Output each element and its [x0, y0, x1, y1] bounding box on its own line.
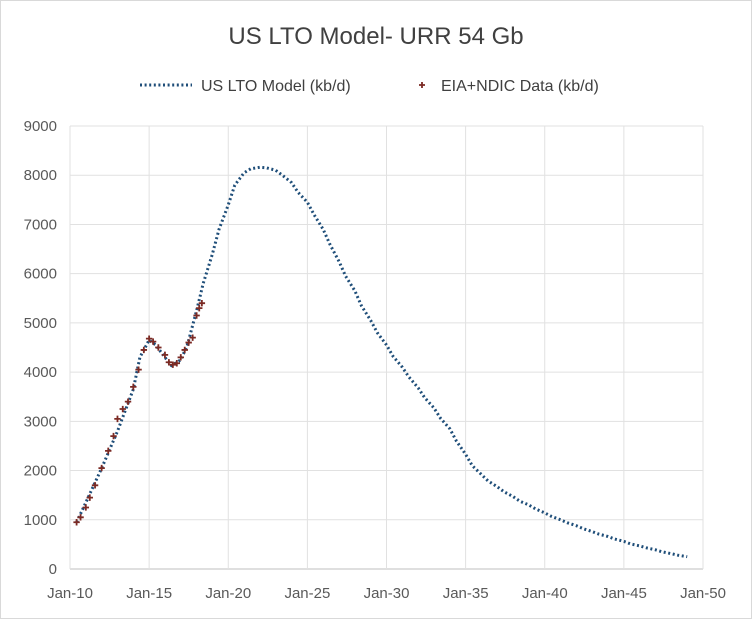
data-point-marker [73, 519, 80, 526]
data-point-marker [105, 447, 112, 455]
x-tick-label: Jan-15 [126, 585, 172, 602]
y-tick-label: 7000 [24, 216, 57, 233]
data-point-marker [193, 312, 200, 319]
data-point-marker [145, 335, 153, 342]
data-point-marker [173, 360, 181, 367]
y-tick-label: 6000 [24, 266, 57, 283]
data-point-marker [149, 338, 157, 345]
y-tick-label: 5000 [24, 315, 57, 332]
model-series-line [75, 165, 688, 559]
x-tick-label: Jan-10 [47, 585, 93, 602]
data-point-marker [124, 398, 132, 405]
y-tick-label: 3000 [24, 413, 57, 430]
chart-title: US LTO Model- URR 54 Gb [228, 23, 523, 50]
data-point-marker [140, 346, 148, 354]
data-point-marker [77, 514, 84, 521]
y-axis-tick-labels: 0 1000 2000 3000 4000 5000 6000 7000 8000 9000 [24, 118, 57, 578]
legend-marker-data [419, 82, 425, 88]
data-point-marker [135, 366, 142, 373]
series-model-line [75, 165, 688, 559]
x-tick-label: Jan-50 [680, 585, 726, 602]
legend-label-model: US LTO Model (kb/d) [201, 78, 351, 95]
data-point-marker [161, 351, 169, 359]
data-point-marker [91, 482, 99, 489]
data-point-marker [169, 361, 177, 368]
y-tick-label: 2000 [24, 463, 57, 480]
data-point-marker [196, 304, 203, 312]
data-point-marker [86, 494, 93, 501]
x-tick-label: Jan-20 [205, 585, 251, 602]
data-point-marker [119, 405, 126, 413]
legend: US LTO Model (kb/d) EIA+NDIC Data (kb/d) [140, 78, 599, 95]
x-tick-label: Jan-30 [364, 585, 410, 602]
data-point-marker [165, 359, 173, 366]
data-point-marker [198, 300, 206, 307]
x-tick-label: Jan-25 [284, 585, 330, 602]
y-tick-label: 1000 [24, 512, 57, 529]
data-point-marker [114, 415, 121, 423]
data-point-marker [110, 432, 117, 440]
legend-label-data: EIA+NDIC Data (kb/d) [441, 78, 599, 95]
x-tick-label: Jan-35 [443, 585, 489, 602]
data-point-marker [181, 346, 188, 354]
gridlines [69, 125, 704, 570]
data-point-marker [82, 504, 90, 511]
y-tick-label: 0 [49, 561, 57, 578]
data-point-marker [189, 334, 196, 341]
series-data-markers [73, 300, 206, 526]
x-axis-tick-labels: Jan-10 Jan-15 Jan-20 Jan-25 Jan-30 Jan-35 Jan-… [47, 585, 726, 602]
data-point-marker [98, 464, 105, 472]
data-point-marker [130, 383, 137, 391]
y-tick-label: 8000 [24, 167, 57, 184]
y-tick-label: 4000 [24, 364, 57, 381]
x-tick-label: Jan-40 [522, 585, 568, 602]
x-tick-label: Jan-45 [601, 585, 647, 602]
data-point-marker [177, 354, 184, 361]
y-tick-label: 9000 [24, 118, 57, 135]
data-point-marker [155, 344, 162, 351]
data-point-marker [185, 339, 192, 346]
